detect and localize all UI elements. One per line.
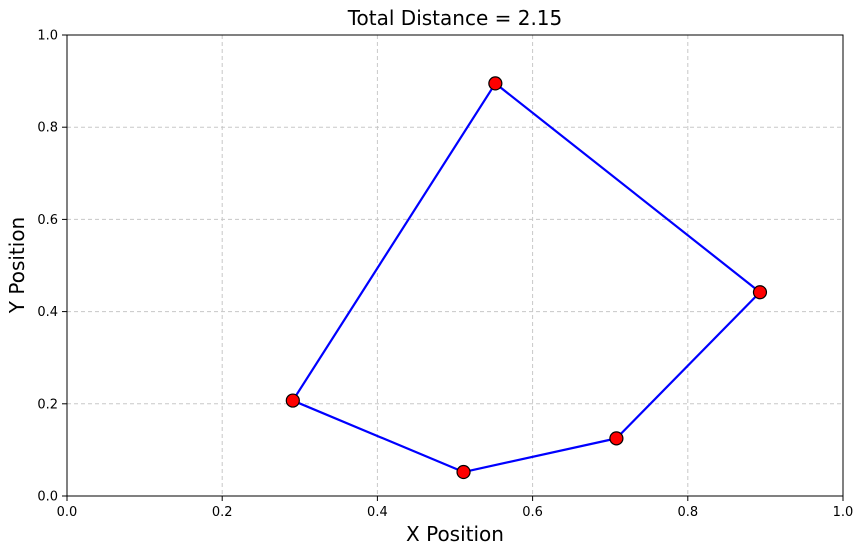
y-axis-label: Y Position — [5, 217, 29, 314]
tour-segment — [291, 82, 497, 402]
city-marker — [285, 393, 300, 408]
tour-segment — [615, 291, 762, 440]
y-tick-label: 0.0 — [37, 490, 58, 505]
tour-segment — [494, 82, 762, 294]
city-markers — [285, 76, 768, 480]
city-marker — [488, 76, 503, 91]
x-axis-label: X Position — [406, 522, 504, 546]
y-tick-label: 0.4 — [37, 305, 58, 320]
y-axis-ticks: 0.0 0.2 0.4 0.6 0.8 1.0 — [37, 29, 67, 505]
y-tick-label: 0.6 — [37, 213, 58, 228]
x-axis-ticks: 0.0 0.2 0.4 0.6 0.8 1.0 — [57, 496, 854, 520]
x-tick-label: 0.6 — [522, 505, 543, 520]
city-marker — [609, 431, 624, 446]
tour-path — [291, 82, 762, 474]
y-tick-label: 0.8 — [37, 121, 58, 136]
x-tick-label: 0.2 — [212, 505, 233, 520]
y-tick-label: 1.0 — [37, 29, 58, 44]
x-tick-label: 0.4 — [367, 505, 388, 520]
x-tick-label: 0.8 — [677, 505, 698, 520]
tour-segment — [462, 437, 618, 474]
y-tick-label: 0.2 — [37, 397, 58, 412]
city-marker — [752, 285, 768, 300]
chart-title: Total Distance = 2.15 — [347, 6, 563, 30]
x-tick-label: 1.0 — [833, 505, 854, 520]
city-marker — [456, 464, 471, 480]
tour-segment — [291, 399, 465, 474]
x-tick-label: 0.0 — [57, 505, 78, 520]
plot-frame — [66, 34, 844, 497]
